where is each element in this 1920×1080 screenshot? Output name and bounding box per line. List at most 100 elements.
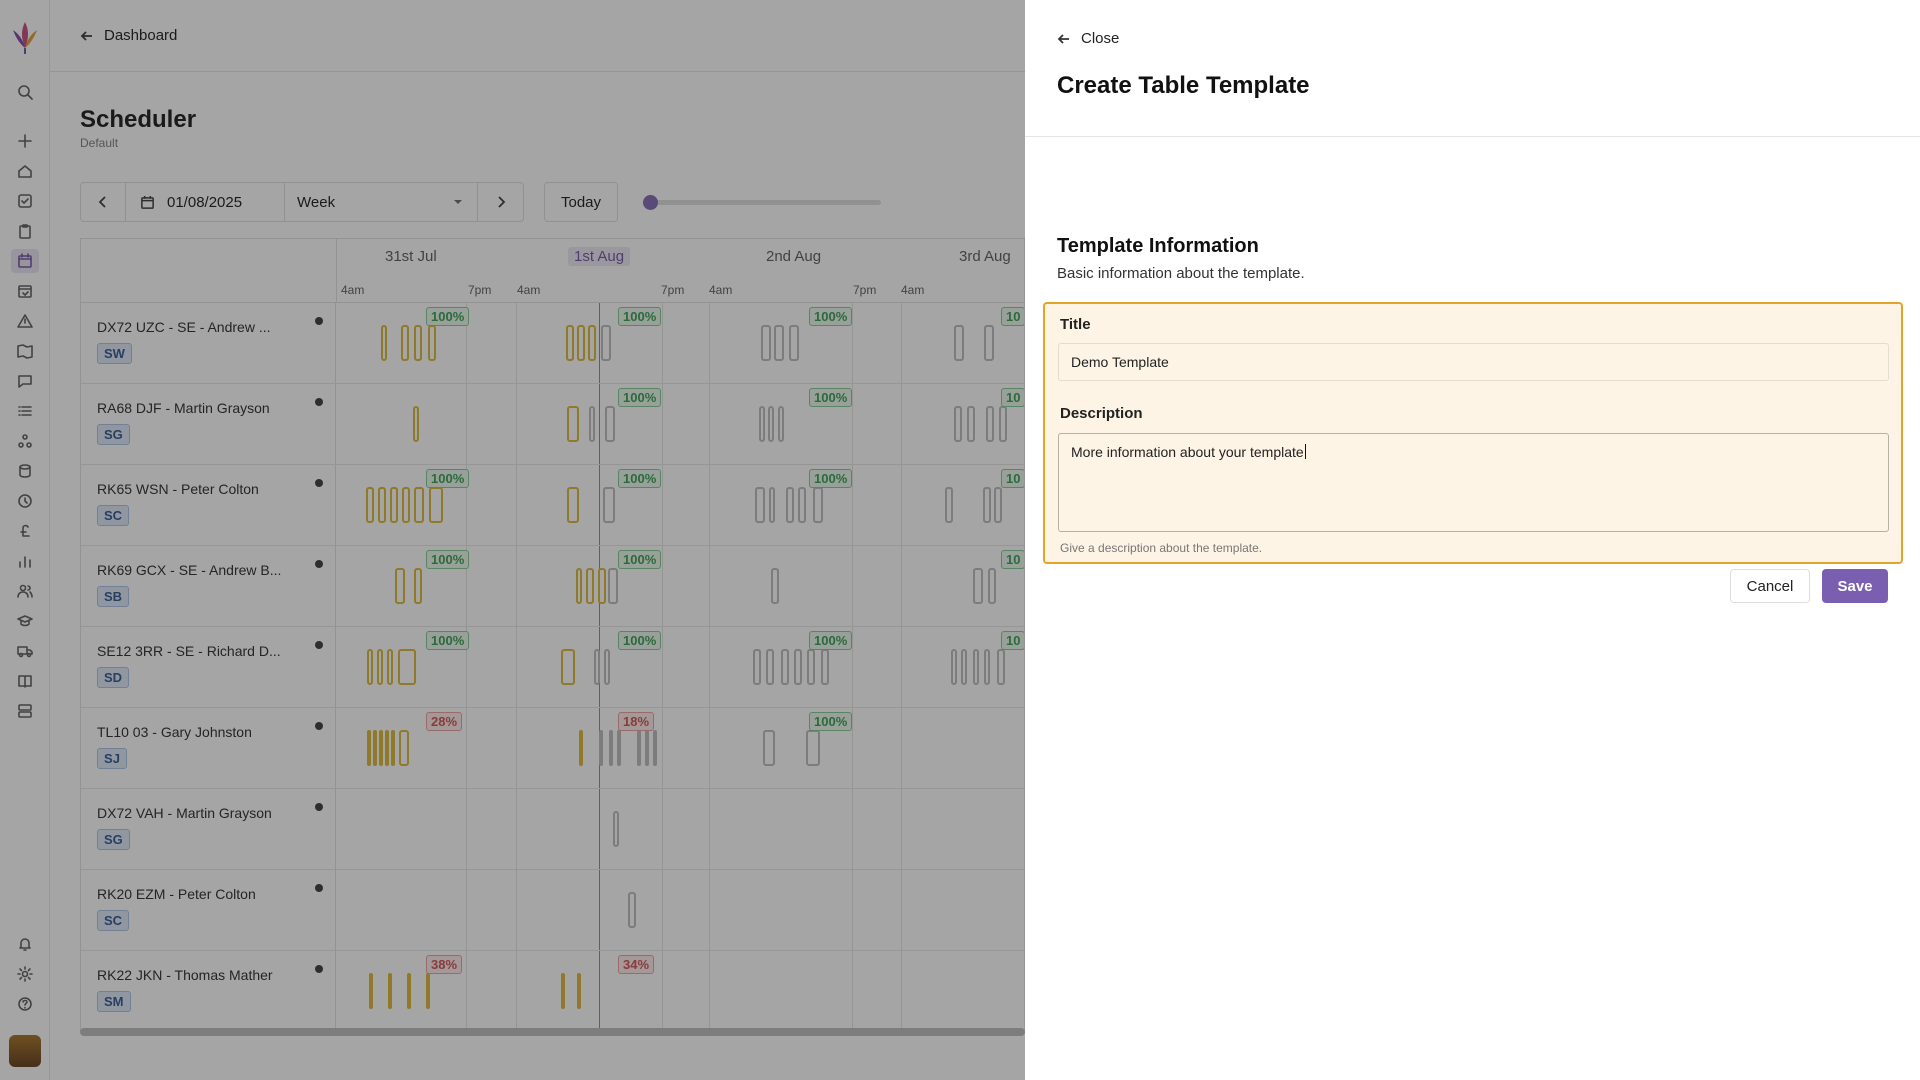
shift-block[interactable] xyxy=(588,325,596,361)
shift-block[interactable] xyxy=(951,649,957,685)
calendar-icon[interactable] xyxy=(11,249,39,273)
shift-block[interactable] xyxy=(763,730,775,766)
clock-icon[interactable] xyxy=(15,491,35,511)
shift-block[interactable] xyxy=(373,730,377,766)
description-textarea[interactable]: More information about your template xyxy=(1058,433,1889,532)
shift-block[interactable] xyxy=(994,487,1002,523)
shift-block[interactable] xyxy=(577,973,581,1009)
resource-row[interactable]: RA68 DJF - Martin Grayson SG xyxy=(81,384,336,465)
help-icon[interactable] xyxy=(15,994,35,1014)
horizontal-scrollbar[interactable] xyxy=(80,1028,1025,1036)
shift-block[interactable] xyxy=(761,325,771,361)
resource-row[interactable]: SE12 3RR - SE - Richard D... SD xyxy=(81,627,336,708)
shift-block[interactable] xyxy=(378,487,386,523)
shift-block[interactable] xyxy=(402,487,410,523)
check-square-icon[interactable] xyxy=(15,191,35,211)
shift-block[interactable] xyxy=(385,730,389,766)
shift-block[interactable] xyxy=(789,325,799,361)
shift-block[interactable] xyxy=(786,487,794,523)
shift-block[interactable] xyxy=(369,973,373,1009)
shift-block[interactable] xyxy=(984,649,990,685)
bar-chart-icon[interactable] xyxy=(15,551,35,571)
server-icon[interactable] xyxy=(15,701,35,721)
shift-block[interactable] xyxy=(576,568,582,604)
book-icon[interactable] xyxy=(15,671,35,691)
today-button[interactable]: Today xyxy=(544,182,618,222)
home-icon[interactable] xyxy=(15,161,35,181)
shift-block[interactable] xyxy=(398,649,416,685)
shift-block[interactable] xyxy=(769,487,775,523)
shift-block[interactable] xyxy=(753,649,761,685)
shift-block[interactable] xyxy=(766,649,774,685)
shift-block[interactable] xyxy=(391,730,395,766)
bell-icon[interactable] xyxy=(15,934,35,954)
shift-block[interactable] xyxy=(604,649,610,685)
shift-block[interactable] xyxy=(771,568,779,604)
shift-block[interactable] xyxy=(628,892,636,928)
shift-block[interactable] xyxy=(813,487,823,523)
users-icon[interactable] xyxy=(15,581,35,601)
shift-block[interactable] xyxy=(586,568,594,604)
resource-row[interactable]: DX72 VAH - Martin Grayson SG xyxy=(81,789,336,870)
shift-block[interactable] xyxy=(414,487,424,523)
modal-backdrop[interactable] xyxy=(0,0,1025,1080)
shift-block[interactable] xyxy=(599,730,603,766)
shift-block[interactable] xyxy=(637,730,641,766)
settings-icon[interactable] xyxy=(15,964,35,984)
zoom-slider[interactable] xyxy=(643,195,881,210)
shift-block[interactable] xyxy=(997,649,1005,685)
shift-block[interactable] xyxy=(567,406,579,442)
slider-handle[interactable] xyxy=(643,195,658,210)
shift-block[interactable] xyxy=(366,487,374,523)
shift-block[interactable] xyxy=(603,487,615,523)
shift-block[interactable] xyxy=(601,325,611,361)
calendar-check-icon[interactable] xyxy=(15,281,35,301)
shift-block[interactable] xyxy=(566,325,574,361)
shift-block[interactable] xyxy=(973,568,983,604)
save-button[interactable]: Save xyxy=(1822,569,1888,603)
shift-block[interactable] xyxy=(983,487,991,523)
shift-block[interactable] xyxy=(390,487,398,523)
shift-block[interactable] xyxy=(821,649,829,685)
shift-block[interactable] xyxy=(645,730,649,766)
next-button[interactable] xyxy=(478,182,524,222)
shift-block[interactable] xyxy=(967,406,975,442)
clipboard-icon[interactable] xyxy=(15,221,35,241)
shift-block[interactable] xyxy=(589,406,595,442)
shift-block[interactable] xyxy=(954,406,962,442)
resource-row[interactable]: DX72 UZC - SE - Andrew ... SW xyxy=(81,303,336,384)
shift-block[interactable] xyxy=(945,487,953,523)
truck-icon[interactable] xyxy=(15,641,35,661)
shift-block[interactable] xyxy=(429,487,443,523)
graduation-icon[interactable] xyxy=(15,611,35,631)
shift-block[interactable] xyxy=(414,568,422,604)
shift-block[interactable] xyxy=(414,325,422,361)
shift-block[interactable] xyxy=(561,649,575,685)
shift-block[interactable] xyxy=(381,325,387,361)
shift-block[interactable] xyxy=(794,649,802,685)
view-select[interactable]: Week xyxy=(285,182,478,222)
pound-icon[interactable] xyxy=(15,521,35,541)
shift-block[interactable] xyxy=(961,649,967,685)
warning-icon[interactable] xyxy=(15,311,35,331)
shift-block[interactable] xyxy=(768,406,774,442)
shift-block[interactable] xyxy=(387,649,393,685)
shift-block[interactable] xyxy=(367,649,373,685)
shift-block[interactable] xyxy=(807,649,815,685)
shift-block[interactable] xyxy=(426,973,430,1009)
shift-block[interactable] xyxy=(608,568,618,604)
date-picker[interactable]: 01/08/2025 xyxy=(126,182,285,222)
shift-block[interactable] xyxy=(806,730,820,766)
map-icon[interactable] xyxy=(15,341,35,361)
shift-block[interactable] xyxy=(401,325,409,361)
breadcrumb[interactable]: Dashboard xyxy=(50,0,1025,72)
shift-block[interactable] xyxy=(759,406,765,442)
shift-block[interactable] xyxy=(781,649,789,685)
shift-block[interactable] xyxy=(561,973,565,1009)
message-icon[interactable] xyxy=(15,371,35,391)
shift-block[interactable] xyxy=(973,649,979,685)
avatar[interactable] xyxy=(9,1035,41,1067)
prev-button[interactable] xyxy=(80,182,126,222)
list-icon[interactable] xyxy=(15,401,35,421)
shift-block[interactable] xyxy=(598,568,606,604)
